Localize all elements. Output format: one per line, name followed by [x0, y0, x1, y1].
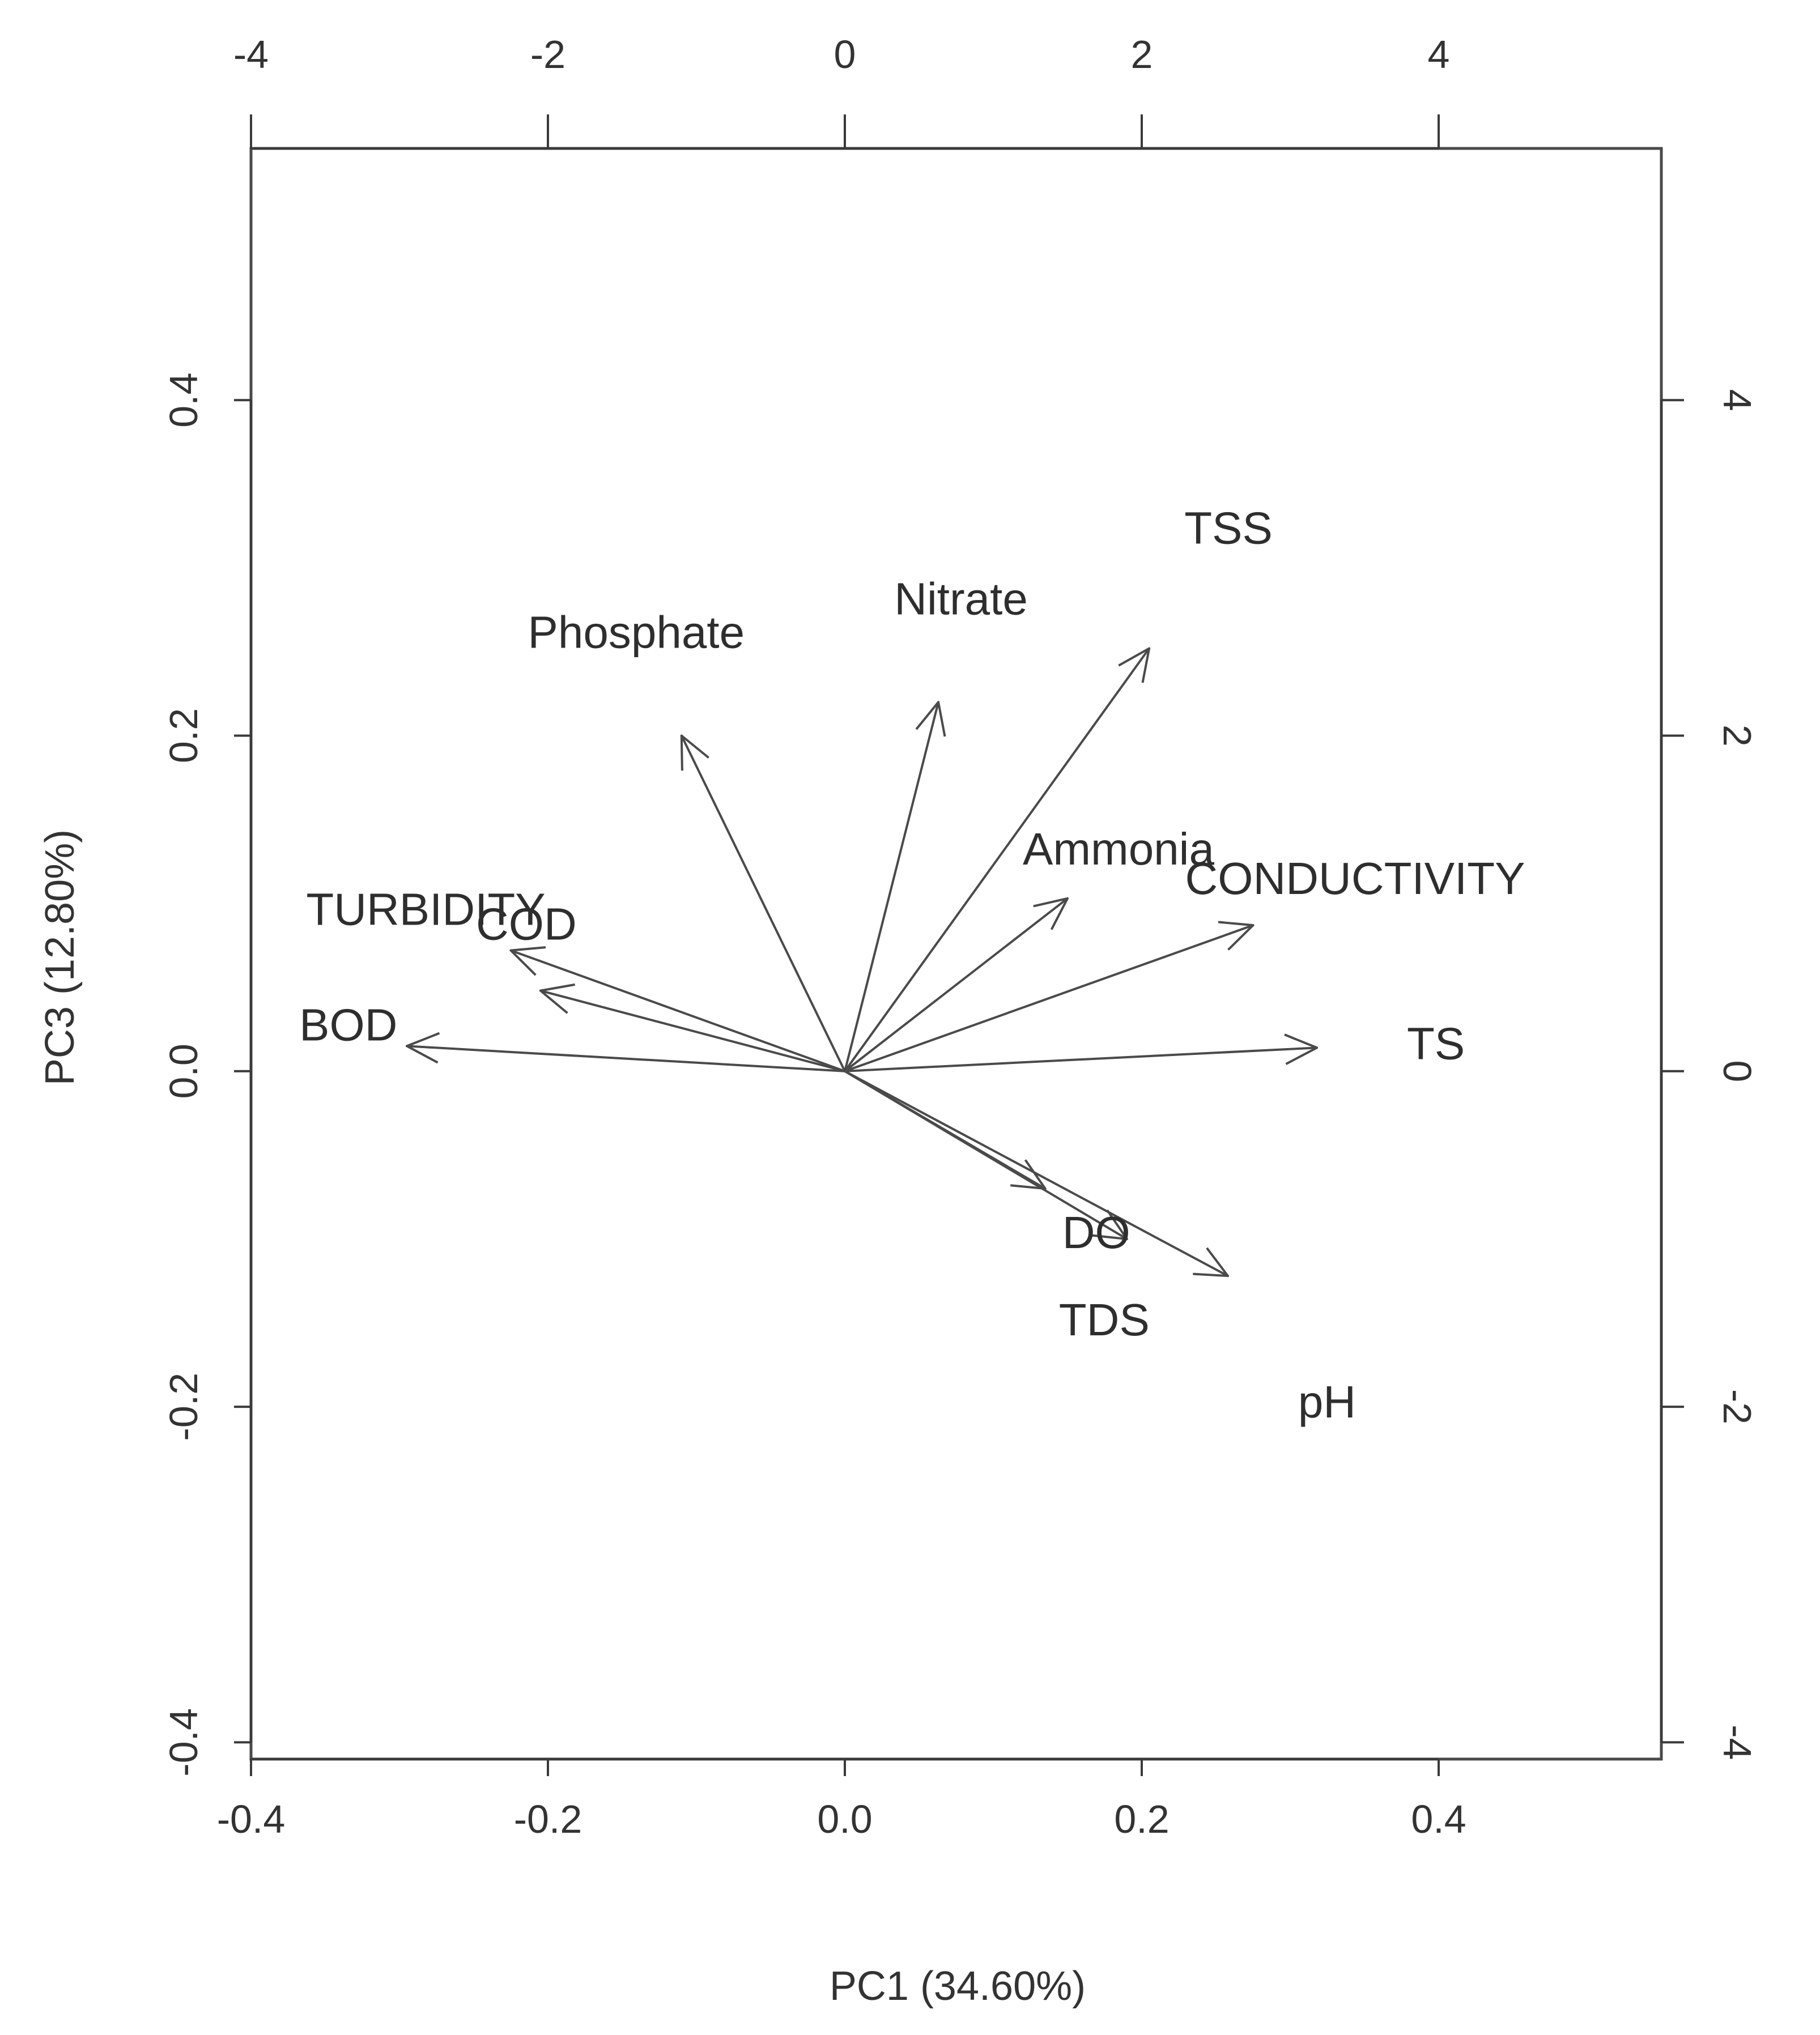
right-tick-label: -2	[1715, 1389, 1759, 1424]
loading-label-bod: BOD	[299, 999, 397, 1050]
loading-label-cod: COD	[476, 899, 577, 950]
loading-arrow-turbidity	[511, 951, 845, 1072]
loading-arrows	[407, 649, 1317, 1276]
loading-arrow-ph	[844, 1070, 1228, 1276]
x-axis-title: PC1 (34.60%)	[830, 1964, 1086, 2009]
loading-label-turbidity: TURBIDITY	[306, 884, 545, 935]
right-tick-label: 0	[1715, 1060, 1759, 1082]
loading-label-conductivity: CONDUCTIVITY	[1185, 853, 1525, 904]
x-tick-label: -0.4	[217, 1797, 286, 1841]
loading-label-do: DO	[1062, 1207, 1130, 1258]
y-tick-label: -0.2	[161, 1373, 206, 1441]
y-tick-label: 0.2	[161, 708, 206, 763]
loading-arrow-tss	[844, 649, 1149, 1072]
top-tick-label: 0	[834, 32, 856, 76]
loading-label-tss: TSS	[1184, 503, 1273, 554]
x-tick-label: 0.2	[1114, 1797, 1169, 1841]
loading-label-phosphate: Phosphate	[528, 607, 745, 658]
x-tick-label: 0.0	[817, 1797, 872, 1841]
x-tick-label: -0.2	[514, 1797, 582, 1841]
loading-label-tds: TDS	[1059, 1295, 1150, 1345]
loading-label-ph: pH	[1298, 1377, 1356, 1427]
loading-arrow-conductivity	[844, 925, 1253, 1072]
x-axis-top: -4 -2 0 2 4	[233, 32, 1450, 150]
loading-label-ts: TS	[1407, 1018, 1465, 1068]
loading-arrow-phosphate	[682, 736, 846, 1072]
top-tick-label: 2	[1131, 32, 1153, 76]
x-tick-label: 0.4	[1411, 1797, 1466, 1841]
top-tick-label: 4	[1428, 32, 1450, 76]
loading-arrow-ammonia	[844, 899, 1068, 1072]
right-tick-label: -4	[1715, 1725, 1759, 1760]
y-axis-left: -0.4 -0.2 0.0 0.2 0.4	[161, 373, 252, 1777]
loading-arrow-bod	[407, 1046, 845, 1072]
y-tick-label: 0.4	[161, 373, 206, 428]
y-tick-label: 0.0	[161, 1044, 206, 1099]
loading-label-nitrate: Nitrate	[894, 573, 1028, 624]
top-tick-label: -4	[233, 32, 269, 76]
loading-arrow-cod	[541, 991, 845, 1072]
y-axis-right: -4 -2 0 2 4	[1660, 389, 1759, 1760]
right-tick-label: 4	[1715, 389, 1759, 411]
y-tick-label: -0.4	[161, 1708, 206, 1777]
loading-arrow-nitrate	[844, 702, 938, 1072]
loading-arrow-tds	[844, 1070, 1127, 1239]
loading-arrow-ts	[844, 1048, 1317, 1072]
right-tick-label: 2	[1715, 725, 1759, 747]
loading-label-ammonia: Ammonia	[1023, 824, 1214, 874]
top-tick-label: -2	[530, 32, 565, 76]
y-axis-title: PC3 (12.80%)	[37, 829, 83, 1085]
x-axis-bottom: -0.4 -0.2 0.0 0.2 0.4	[217, 1758, 1466, 1841]
plot-frame	[249, 147, 1663, 1761]
